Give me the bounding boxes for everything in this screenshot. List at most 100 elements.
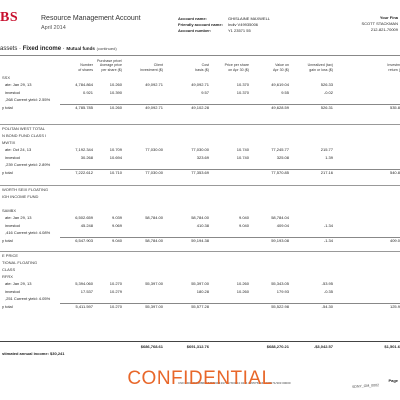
fund-name-row: E PRICE bbox=[0, 253, 400, 260]
advisor-name: SCOTT STACKMAN bbox=[361, 21, 398, 26]
cell-avg: 10.260 bbox=[109, 82, 122, 87]
fund-name: WORTH SEIX FLOATING bbox=[2, 187, 49, 192]
cell-price: 10.260 bbox=[236, 281, 249, 286]
cell-cost: 49,092.71 bbox=[191, 82, 209, 87]
cell-price: 10.370 bbox=[236, 89, 249, 95]
cell-client: 58,784.00 bbox=[145, 215, 163, 220]
subtotal-row: y total 5,411.597 10.270 55,397.00 55,577.28… bbox=[0, 304, 400, 311]
column-header-line: gain or loss ($) bbox=[309, 67, 333, 72]
group-divider bbox=[0, 124, 400, 125]
cell-shares: 7,192.344 bbox=[75, 147, 93, 152]
cell-cost: 180.28 bbox=[196, 288, 209, 294]
table-row: ate: Oct 24, 13 7,192.344 10.709 77,030.00 7… bbox=[0, 147, 400, 154]
column-header-line: investment ($) bbox=[140, 67, 163, 72]
grand-total-gl: -$3,042.57 bbox=[313, 344, 333, 349]
account-number: Y1 23571 55 bbox=[228, 28, 251, 33]
cell-price: 9.040 bbox=[238, 215, 249, 220]
cell-value: 58,784.04 bbox=[271, 215, 289, 220]
subtotal-rule bbox=[60, 236, 400, 238]
fund-name: POLITAN WEST TOTAL bbox=[2, 126, 45, 131]
table-row: ,239 Current yield: 2.89% bbox=[0, 162, 400, 169]
cell-value: 9.55 bbox=[281, 89, 289, 95]
fund-name-row: RFRX bbox=[0, 274, 400, 281]
section-separator: · bbox=[19, 46, 23, 52]
cell-avg: 10.694 bbox=[109, 154, 122, 160]
cell-client: 58,784.00 bbox=[145, 237, 163, 243]
subtotal-rule bbox=[60, 168, 400, 170]
cell-cost: 410.38 bbox=[196, 222, 209, 228]
fund-name-row: SAMBX bbox=[0, 208, 400, 215]
cell-ret: 535.8 bbox=[389, 104, 400, 110]
fund-name-row bbox=[0, 201, 400, 208]
cell-shares: 4,785.785 bbox=[75, 104, 93, 110]
grand-total-client: $686,768.61 bbox=[140, 344, 163, 349]
cell-avg: 10.390 bbox=[109, 89, 122, 95]
fund-name: TIONAL FLOATING bbox=[2, 260, 38, 265]
cell-client: 77,030.00 bbox=[145, 147, 163, 152]
row-label: ate: Jan 29, 13 bbox=[5, 281, 32, 286]
cell-avg: 9.039 bbox=[111, 215, 122, 220]
fund-name: N BOND FUND CLASS I bbox=[2, 133, 47, 138]
cell-shares: 6,547.903 bbox=[75, 237, 93, 243]
grand-total-ret: $1,501.6 bbox=[384, 344, 400, 349]
column-header-value: Value on Apr 30 ($) bbox=[273, 63, 289, 72]
column-header-avg: Purchase price/Average price per share ($… bbox=[97, 59, 122, 72]
estimated-income: stimated annual income: $30,241 bbox=[2, 351, 65, 356]
cell-gl: -53.95 bbox=[321, 281, 333, 286]
group-divider bbox=[0, 251, 400, 252]
header-rule bbox=[0, 55, 400, 56]
grand-total-value: $688,270.21 bbox=[266, 344, 289, 349]
cell-gl: 1.39 bbox=[325, 154, 333, 160]
table-row: investod 30.268 10.694 323.69 10.740 325.08 1.… bbox=[0, 155, 400, 162]
column-header-line: return ( bbox=[388, 67, 400, 72]
fund-name: SAMBX bbox=[2, 208, 17, 213]
cell-value: 77,245.77 bbox=[271, 147, 289, 152]
account-name-label: Account name: bbox=[178, 16, 207, 21]
row-label: ,268 Current yield: 2.55% bbox=[5, 97, 51, 103]
column-header-line: per share ($) bbox=[101, 67, 122, 72]
cell-price: 10.740 bbox=[236, 154, 249, 160]
fund-name: RFRX bbox=[2, 274, 13, 279]
table-row: ,416 Current yield: 4.08% bbox=[0, 230, 400, 237]
cell-price: 10.260 bbox=[236, 288, 249, 294]
column-header-line: Value on bbox=[275, 63, 289, 68]
account-info: Account name: GHISLAINE MAXWELL Friendly … bbox=[178, 16, 270, 34]
advisor-phone: 212-821-70009 bbox=[370, 27, 398, 32]
cell-value: 409.04 bbox=[276, 222, 289, 228]
column-header-shares: Number of shares bbox=[78, 63, 93, 72]
fund-name-row: TIONAL FLOATING bbox=[0, 260, 400, 267]
cell-value: 77,570.85 bbox=[271, 169, 289, 175]
cell-ret: 409.0 bbox=[389, 237, 400, 243]
cell-avg: 10.270 bbox=[109, 281, 122, 286]
column-header-price: Price per share on Apr 30 ($) bbox=[225, 63, 249, 72]
cell-avg: 10.279 bbox=[109, 288, 122, 294]
subtotal-rule bbox=[60, 302, 400, 304]
column-header-cost: Cost basis ($) bbox=[195, 63, 209, 72]
row-label: investod bbox=[5, 154, 20, 160]
column-header-client: Client investment ($) bbox=[140, 63, 163, 72]
fund-name-row: WORTH SEIX FLOATING bbox=[0, 187, 400, 194]
cell-avg: 10.260 bbox=[109, 104, 122, 110]
row-label: y total bbox=[2, 237, 13, 243]
row-label: y total bbox=[2, 169, 13, 175]
cell-value: 59,193.08 bbox=[271, 237, 289, 243]
column-header-line: Purchase price/ bbox=[97, 59, 122, 63]
cell-gl: 526.33 bbox=[320, 82, 333, 87]
cell-shares: 17.537 bbox=[80, 288, 93, 294]
cell-gl: -0.02 bbox=[323, 89, 333, 95]
row-label: ,251 Current yield: 4.05% bbox=[5, 296, 51, 302]
column-header-line: basis ($) bbox=[195, 67, 209, 72]
column-header-line: of shares bbox=[78, 67, 93, 72]
row-label: investod bbox=[5, 89, 20, 95]
cell-cost: 323.69 bbox=[196, 154, 209, 160]
subtotal-row: y total 4,785.785 10.260 49,092.71 49,102.28… bbox=[0, 105, 400, 112]
cell-cost: 77,030.00 bbox=[191, 147, 209, 152]
cell-client: 49,092.71 bbox=[145, 104, 163, 110]
cell-shares: 7,222.612 bbox=[75, 169, 93, 175]
cell-avg: 10.710 bbox=[109, 169, 122, 175]
cell-client: 55,397.00 bbox=[145, 303, 163, 309]
cell-shares: 5,394.060 bbox=[75, 281, 93, 286]
fund-name-row: N BOND FUND CLASS I bbox=[0, 133, 400, 140]
cell-avg: 10.709 bbox=[109, 147, 122, 152]
cell-shares: 6,502.659 bbox=[75, 215, 93, 220]
